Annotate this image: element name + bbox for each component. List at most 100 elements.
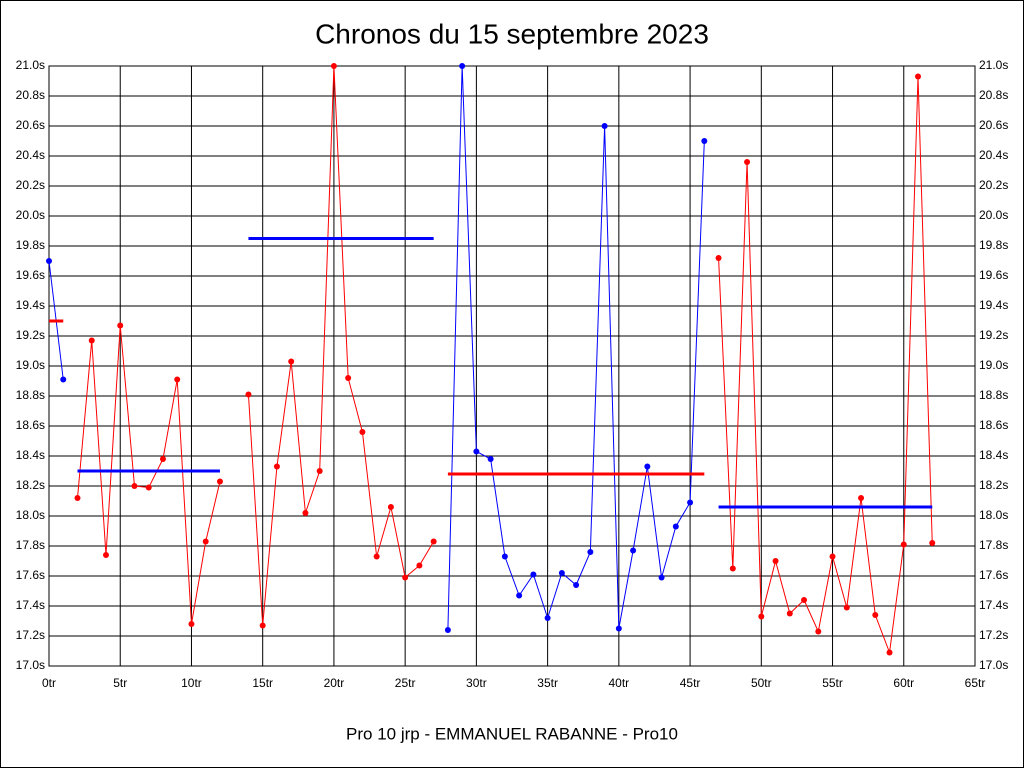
data-point <box>288 358 295 365</box>
y2-tick-label: 18.0s <box>979 508 1008 522</box>
data-point <box>159 456 166 462</box>
data-point <box>487 456 494 462</box>
y2-tick-label: 20.4s <box>979 148 1008 162</box>
y-tick-label: 19.2s <box>16 328 45 342</box>
data-point <box>558 570 565 576</box>
data-point <box>145 484 152 491</box>
x-tick-label: 55tr <box>822 676 843 690</box>
data-point <box>815 628 822 635</box>
x-axis-label: Pro 10 jrp - EMMANUEL RABANNE - Pro10 <box>346 724 678 743</box>
y-tick-label: 19.8s <box>16 238 45 252</box>
y-tick-label: 19.4s <box>16 298 45 312</box>
data-point <box>387 504 394 510</box>
x-tick-label: 20tr <box>324 676 345 690</box>
data-point <box>544 615 551 621</box>
data-point <box>430 538 437 545</box>
x-tick-label: 5tr <box>113 676 127 690</box>
data-point <box>416 562 423 569</box>
data-point <box>644 463 651 470</box>
data-point <box>117 322 124 329</box>
x-tick-label: 0tr <box>42 676 56 690</box>
y2-tick-label: 18.4s <box>979 448 1008 462</box>
data-point <box>772 558 779 564</box>
y-tick-label: 20.8s <box>16 88 45 102</box>
data-point <box>843 604 850 611</box>
data-point <box>131 483 138 489</box>
data-point <box>929 540 936 546</box>
y-tick-label: 20.4s <box>16 148 45 162</box>
data-point <box>872 612 879 618</box>
data-point <box>615 625 622 632</box>
data-point <box>587 549 594 555</box>
y-tick-label: 17.4s <box>16 598 45 612</box>
data-point <box>216 478 223 485</box>
data-point <box>46 258 52 264</box>
y2-tick-label: 18.8s <box>979 388 1008 402</box>
data-point <box>330 63 337 69</box>
data-point <box>715 255 722 261</box>
x-tick-label: 65tr <box>965 676 986 690</box>
x-tick-label: 30tr <box>466 676 487 690</box>
data-point <box>530 571 537 578</box>
y-tick-label: 18.2s <box>16 478 45 492</box>
data-point <box>202 538 209 545</box>
data-point <box>60 376 67 383</box>
y2-tick-label: 18.2s <box>979 478 1008 492</box>
y-tick-label: 17.0s <box>16 658 45 672</box>
y2-tick-label: 19.4s <box>979 298 1008 312</box>
data-point <box>345 375 352 381</box>
x-tick-label: 10tr <box>181 676 202 690</box>
x-tick-label: 25tr <box>395 676 416 690</box>
data-point <box>174 376 181 383</box>
data-point <box>829 553 836 560</box>
y-tick-label: 17.6s <box>16 568 45 582</box>
data-point <box>501 553 508 560</box>
y2-tick-label: 21.0s <box>979 58 1008 72</box>
data-point <box>801 597 808 603</box>
data-point <box>188 621 195 627</box>
y-tick-label: 17.2s <box>16 628 45 642</box>
chart-title: Chronos du 15 septembre 2023 <box>315 18 709 49</box>
y2-tick-label: 20.2s <box>979 178 1008 192</box>
data-point <box>786 610 793 617</box>
x-tick-label: 40tr <box>609 676 630 690</box>
data-point <box>886 649 893 656</box>
y-tick-label: 18.8s <box>16 388 45 402</box>
x-tick-label: 35tr <box>537 676 558 690</box>
data-point <box>402 574 409 581</box>
y-tick-label: 18.4s <box>16 448 45 462</box>
data-point <box>459 63 466 69</box>
data-point <box>88 337 95 344</box>
y2-tick-label: 17.8s <box>979 538 1008 552</box>
data-point <box>630 547 637 554</box>
y-tick-label: 17.8s <box>16 538 45 552</box>
data-point <box>915 73 922 80</box>
series-line <box>247 65 435 626</box>
data-point <box>687 499 694 506</box>
y-tick-label: 20.2s <box>16 178 45 192</box>
data-point <box>74 495 81 501</box>
data-point <box>672 523 679 530</box>
y2-tick-label: 20.0s <box>979 208 1008 222</box>
data-point <box>900 541 907 548</box>
data-point <box>858 495 865 501</box>
y-tick-label: 19.6s <box>16 268 45 282</box>
data-point <box>359 429 366 435</box>
y2-tick-label: 20.8s <box>979 88 1008 102</box>
y2-tick-label: 17.0s <box>979 658 1008 672</box>
y2-tick-label: 17.4s <box>979 598 1008 612</box>
y2-tick-label: 19.0s <box>979 358 1008 372</box>
y2-tick-label: 18.6s <box>979 418 1008 432</box>
data-point <box>102 552 109 558</box>
y2-tick-label: 17.6s <box>979 568 1008 582</box>
x-tick-label: 15tr <box>252 676 273 690</box>
series-line <box>718 76 933 653</box>
x-tick-label: 60tr <box>893 676 914 690</box>
data-point <box>744 159 751 165</box>
x-tick-label: 45tr <box>680 676 701 690</box>
y-tick-label: 20.6s <box>16 118 45 132</box>
data-point <box>316 468 323 474</box>
